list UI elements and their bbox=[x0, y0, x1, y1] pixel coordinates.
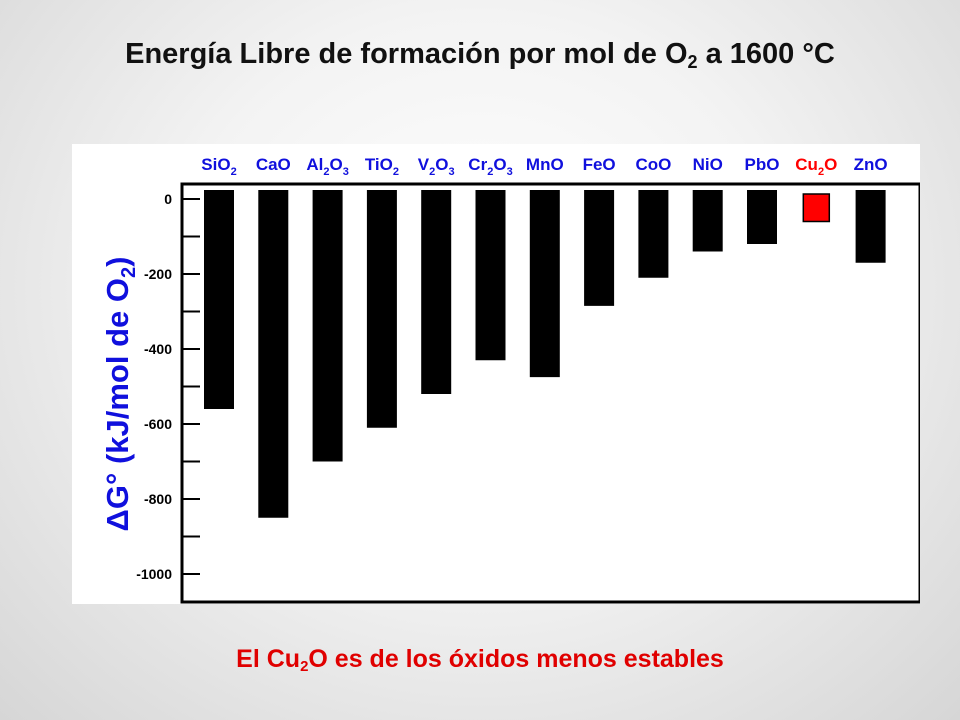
caption-rest-text: O es de los óxidos menos estables bbox=[308, 645, 724, 673]
category-label-nio: NiO bbox=[693, 155, 723, 174]
category-label-subscript: 3 bbox=[507, 166, 513, 178]
bar-coo bbox=[638, 190, 669, 278]
category-label-cao: CaO bbox=[256, 155, 291, 174]
category-label-tio2: TiO2 bbox=[365, 155, 399, 178]
category-label-subscript: 2 bbox=[231, 166, 237, 178]
slide-title: Energía Libre de formación por mol de O2… bbox=[0, 38, 960, 73]
bar-mno bbox=[529, 190, 560, 378]
category-label-mno: MnO bbox=[526, 155, 564, 174]
category-label-text: FeO bbox=[583, 155, 616, 174]
bar-tio2 bbox=[366, 190, 397, 428]
y-tick-label: -800 bbox=[144, 491, 172, 507]
title-main-text: Energía Libre de formación por mol de O bbox=[125, 38, 688, 70]
bar-cao bbox=[258, 190, 289, 518]
y-axis-title-text: ΔG° (kJ/mol de O bbox=[100, 278, 135, 531]
category-label-subscript: 2 bbox=[323, 166, 329, 178]
category-label-v2o3: V2O3 bbox=[418, 155, 455, 178]
category-label-text: SiO bbox=[201, 155, 230, 174]
bar-cr2o3 bbox=[475, 190, 506, 361]
plot-frame bbox=[180, 182, 920, 604]
category-label-text: O bbox=[329, 155, 342, 174]
y-tick-label: -1000 bbox=[136, 566, 172, 582]
category-label-zno: ZnO bbox=[854, 155, 888, 174]
category-label-text: PbO bbox=[745, 155, 780, 174]
category-label-subscript: 3 bbox=[343, 166, 349, 178]
category-label-text: Al bbox=[306, 155, 323, 174]
bar-al2o3 bbox=[312, 190, 343, 462]
y-tick-label: -400 bbox=[144, 341, 172, 357]
y-axis-title-subscript: 2 bbox=[118, 267, 140, 278]
y-axis-title-text: ) bbox=[100, 257, 135, 267]
category-label-subscript: 2 bbox=[429, 166, 435, 178]
category-label-al2o3: Al2O3 bbox=[306, 155, 348, 178]
category-label-text: O bbox=[493, 155, 506, 174]
y-tick-label: -600 bbox=[144, 416, 172, 432]
category-label-cu2o: Cu2O bbox=[795, 155, 837, 178]
category-label-text: O bbox=[824, 155, 837, 174]
chart-panel: 0 -200 -400 -600 -800 -1000 SiO2 CaO Al2O3 TiO2 V2… bbox=[72, 144, 920, 604]
category-label-subscript: 2 bbox=[487, 166, 493, 178]
bar-zno bbox=[855, 190, 886, 263]
y-tick-label: -200 bbox=[144, 266, 172, 282]
category-label-text: NiO bbox=[693, 155, 723, 174]
category-label-pbo: PbO bbox=[745, 155, 780, 174]
category-label-subscript: 3 bbox=[448, 166, 454, 178]
caption-lead-text: El Cu bbox=[236, 645, 301, 673]
category-label-text: Cr bbox=[468, 155, 487, 174]
category-label-text: V bbox=[418, 155, 430, 174]
title-subscript: 2 bbox=[687, 52, 698, 72]
category-label-text: O bbox=[435, 155, 448, 174]
slide-caption: El Cu2O es de los óxidos menos estables bbox=[0, 645, 960, 675]
caption-subscript: 2 bbox=[300, 658, 309, 675]
category-label-subscript: 2 bbox=[393, 166, 399, 178]
category-label-sio2: SiO2 bbox=[201, 155, 236, 178]
category-label-subscript: 2 bbox=[818, 166, 824, 178]
category-label-cr2o3: Cr2O3 bbox=[468, 155, 512, 178]
category-label-text: ZnO bbox=[854, 155, 888, 174]
bar-sio2 bbox=[204, 190, 234, 409]
bar-feo bbox=[584, 190, 615, 306]
bar-v2o3 bbox=[421, 190, 452, 394]
category-label-text: Cu bbox=[795, 155, 818, 174]
y-tick-label: 0 bbox=[164, 191, 172, 207]
category-label-feo: FeO bbox=[583, 155, 616, 174]
bar-pbo bbox=[747, 190, 777, 244]
bar-cu2o bbox=[802, 193, 831, 223]
category-label-text: CaO bbox=[256, 155, 291, 174]
category-label-text: MnO bbox=[526, 155, 564, 174]
category-label-coo: CoO bbox=[635, 155, 671, 174]
title-temperature-text: a 1600 °C bbox=[697, 38, 835, 70]
category-label-text: TiO bbox=[365, 155, 393, 174]
y-axis-title: ΔG° (kJ/mol de O2) bbox=[100, 257, 140, 532]
bar-nio bbox=[692, 190, 723, 252]
category-label-text: CoO bbox=[635, 155, 671, 174]
